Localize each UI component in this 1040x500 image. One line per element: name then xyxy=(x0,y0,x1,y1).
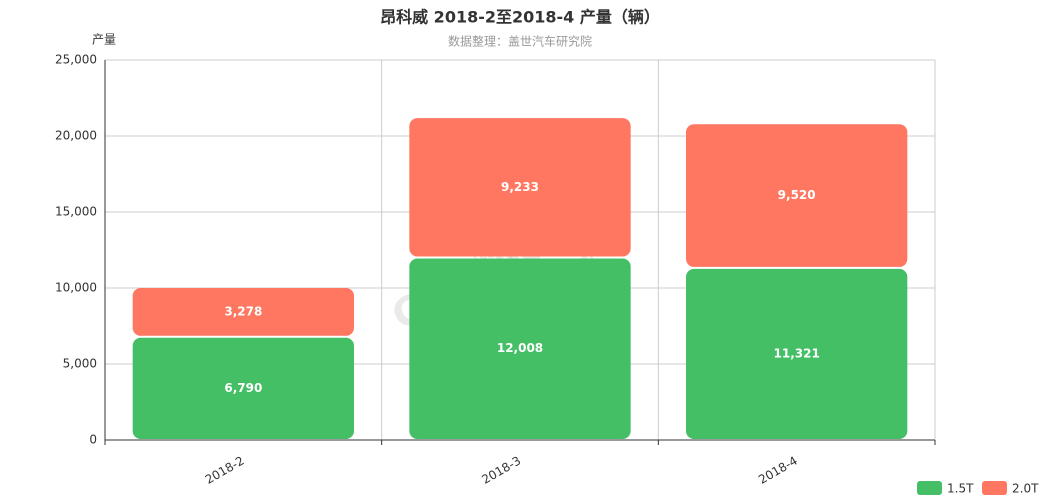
legend-label: 2.0T xyxy=(1012,482,1039,496)
bar-segment xyxy=(409,118,631,257)
data-label: 9,520 xyxy=(778,188,816,202)
data-label: 3,278 xyxy=(224,304,262,318)
legend-swatch xyxy=(917,481,942,495)
bar-segment xyxy=(686,124,908,267)
chart-title: 昂科威 2018-2至2018-4 产量（辆） xyxy=(380,8,660,27)
legend-swatch xyxy=(982,481,1007,495)
bar-segment xyxy=(132,337,354,439)
bar-segment xyxy=(409,258,631,439)
y-tick-label: 15,000 xyxy=(55,205,97,219)
y-axis-label: 产量 xyxy=(92,33,116,47)
y-tick-label: 20,000 xyxy=(55,129,97,143)
bar-segment xyxy=(686,268,908,439)
y-tick-label: 5,000 xyxy=(63,357,97,371)
y-tick-label: 0 xyxy=(89,433,97,447)
y-tick-label: 25,000 xyxy=(55,53,97,67)
data-label: 12,008 xyxy=(497,341,543,355)
legend-label: 1.5T xyxy=(947,482,974,496)
x-tick-label: 2018-2 xyxy=(203,454,247,487)
data-label: 6,790 xyxy=(224,381,262,395)
chart-subtitle: 数据整理：盖世汽车研究院 xyxy=(448,34,592,49)
data-label: 11,321 xyxy=(774,346,820,360)
x-tick-label: 2018-4 xyxy=(756,454,800,487)
bar-segment xyxy=(132,287,354,336)
y-tick-label: 10,000 xyxy=(55,281,97,295)
data-label: 9,233 xyxy=(501,180,539,194)
x-tick-label: 2018-3 xyxy=(479,454,523,487)
